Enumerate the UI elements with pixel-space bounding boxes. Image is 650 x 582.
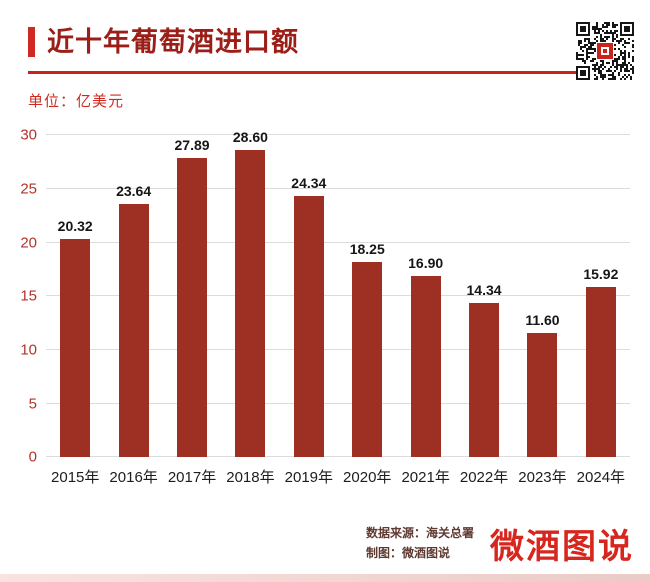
- bar-group: 14.34: [455, 135, 513, 458]
- source-credit-block: 数据来源：海关总署 制图：微酒图说: [366, 524, 474, 564]
- bar: [469, 303, 500, 458]
- plot-area: 20.32 23.64 27.89 28.60 24.34 18.25 16.90 14.34…: [46, 129, 630, 458]
- bar-value-label: 16.90: [408, 255, 444, 271]
- bar: [60, 239, 91, 458]
- x-axis-label: 2019年: [284, 469, 334, 487]
- bar-group: 18.25: [338, 135, 396, 458]
- title-accent-bar: [28, 27, 35, 58]
- bar: [585, 286, 616, 458]
- page-title: 近十年葡萄酒进口额: [47, 27, 299, 57]
- x-axis-label: 2020年: [343, 469, 392, 487]
- y-axis-tick-label: 10: [20, 341, 37, 359]
- bars-layer: 20.32 23.64 27.89 28.60 24.34 18.25 16.90 14.34…: [46, 129, 630, 458]
- bar: [352, 261, 383, 458]
- bar-group: 20.32: [46, 135, 104, 458]
- chart-body: 0 5 10 15 20 25 30 20.32 23.64 27.89 28.60 24.34 18…: [14, 127, 630, 487]
- bar: [410, 276, 441, 458]
- y-axis-tick-label: 20: [20, 234, 37, 252]
- y-axis-tick-label: 5: [28, 395, 37, 413]
- bar-group: 11.60: [513, 135, 571, 458]
- bar-value-label: 27.89: [174, 137, 210, 154]
- bar-value-label: 20.32: [57, 218, 93, 235]
- bar: [177, 158, 208, 458]
- gridline: [46, 241, 630, 243]
- gridline: [46, 295, 630, 297]
- x-axis-label: 2021年: [401, 469, 450, 487]
- bar-group: 16.90: [396, 135, 454, 458]
- bar: [293, 196, 324, 458]
- qr-code: [576, 22, 634, 80]
- gridline: [46, 456, 630, 458]
- qr-code-svg: [576, 22, 634, 80]
- bar-value-label: 28.60: [232, 129, 268, 146]
- bar-value-label: 23.64: [116, 182, 152, 199]
- x-axis-label: 2015年: [51, 469, 100, 487]
- bar: [527, 332, 558, 458]
- gridline: [46, 402, 630, 404]
- bar-group: 23.64: [104, 135, 162, 458]
- gridline: [46, 349, 630, 351]
- y-axis-tick-label: 30: [20, 126, 37, 144]
- bar-value-label: 11.60: [525, 311, 560, 328]
- x-axis-label: 2018年: [226, 469, 275, 487]
- x-axis-label: 2022年: [459, 469, 509, 487]
- bar: [118, 203, 149, 458]
- chart-credit-text: 制图：微酒图说: [365, 546, 450, 561]
- x-axis-label: 2024年: [576, 469, 626, 487]
- x-axis-label: 2023年: [518, 469, 567, 487]
- y-axis-tick-label: 15: [20, 287, 37, 305]
- bar-group: 27.89: [163, 135, 221, 458]
- gridline: [46, 188, 630, 190]
- bar-value-label: 15.92: [583, 265, 619, 282]
- title-underline: [28, 71, 626, 75]
- unit-label: 单位：亿美元: [28, 93, 125, 111]
- bar: [235, 150, 266, 458]
- bar-group: 15.92: [572, 135, 630, 458]
- x-axis-label: 2016年: [109, 469, 158, 487]
- brand-logo-text: 微酒图说: [490, 528, 634, 566]
- bar-value-label: 14.34: [466, 282, 502, 299]
- y-axis-tick-label: 0: [28, 448, 37, 466]
- header: 近十年葡萄酒进口额 单位：亿美元: [0, 0, 650, 111]
- bar-group: 28.60: [221, 129, 279, 458]
- gridline: [46, 134, 630, 136]
- data-source-text: 数据来源：海关总署: [365, 526, 474, 541]
- bar-value-label: 18.25: [349, 240, 385, 257]
- plot-wrap: 20.32 23.64 27.89 28.60 24.34 18.25 16.90 14.34…: [46, 129, 630, 487]
- x-axis-label: 2017年: [167, 469, 217, 487]
- y-axis-tick-label: 25: [20, 180, 37, 198]
- footer: 数据来源：海关总署 制图：微酒图说 微酒图说: [366, 524, 634, 564]
- bar-value-label: 24.34: [291, 175, 327, 192]
- title-row: 近十年葡萄酒进口额: [28, 26, 626, 58]
- x-axis: 2015年 2016年 2017年 2018年 2019年 2020年 2021年 2022年…: [46, 466, 630, 487]
- bar-group: 24.34: [280, 135, 338, 458]
- bottom-decorative-strip: [0, 574, 650, 582]
- y-axis: 0 5 10 15 20 25 30: [14, 127, 46, 466]
- bar-chart: 0 5 10 15 20 25 30 20.32 23.64 27.89 28.60 24.34 18…: [14, 127, 630, 487]
